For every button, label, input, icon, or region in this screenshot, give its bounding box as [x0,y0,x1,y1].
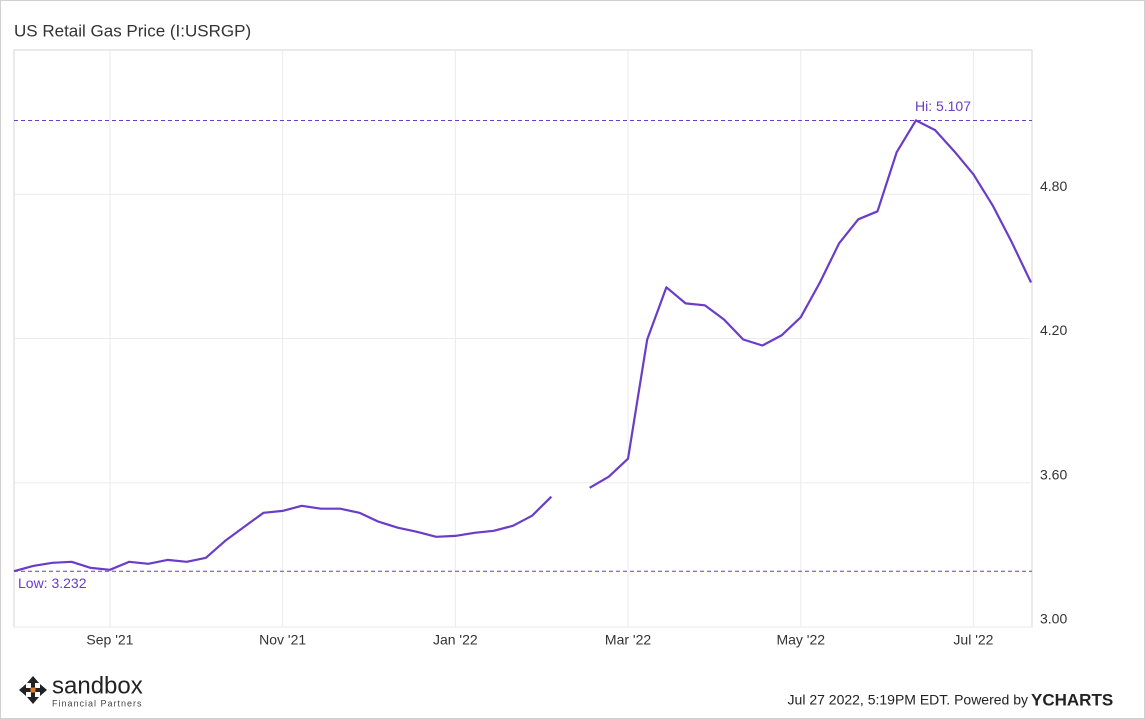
timestamp: Jul 27 2022, 5:19PM EDT. Powered by [788,692,1028,708]
brand-name: sandbox [52,672,143,699]
low-label: Low: 3.232 [18,575,87,591]
y-tick-label: 4.20 [1040,322,1067,338]
x-tick-label: May '22 [776,632,825,648]
x-tick-label: Nov '21 [259,632,306,648]
x-tick-label: Sep '21 [86,632,133,648]
y-tick-label: 3.60 [1040,466,1067,482]
provider-logo: YCHARTS [1031,690,1113,709]
x-tick-label: Jul '22 [953,632,993,648]
x-tick-label: Mar '22 [605,632,651,648]
logo-center [30,687,36,693]
hi-label: Hi: 5.107 [915,98,971,114]
price-line [13,119,1032,573]
y-tick-label: 3.00 [1040,611,1067,627]
brand-subtitle: Financial Partners [52,698,143,708]
x-tick-label: Jan '22 [433,632,478,648]
brand-logo [19,676,47,704]
chart-title: US Retail Gas Price (I:USRGP) [14,21,251,40]
y-tick-label: 4.80 [1040,178,1067,194]
